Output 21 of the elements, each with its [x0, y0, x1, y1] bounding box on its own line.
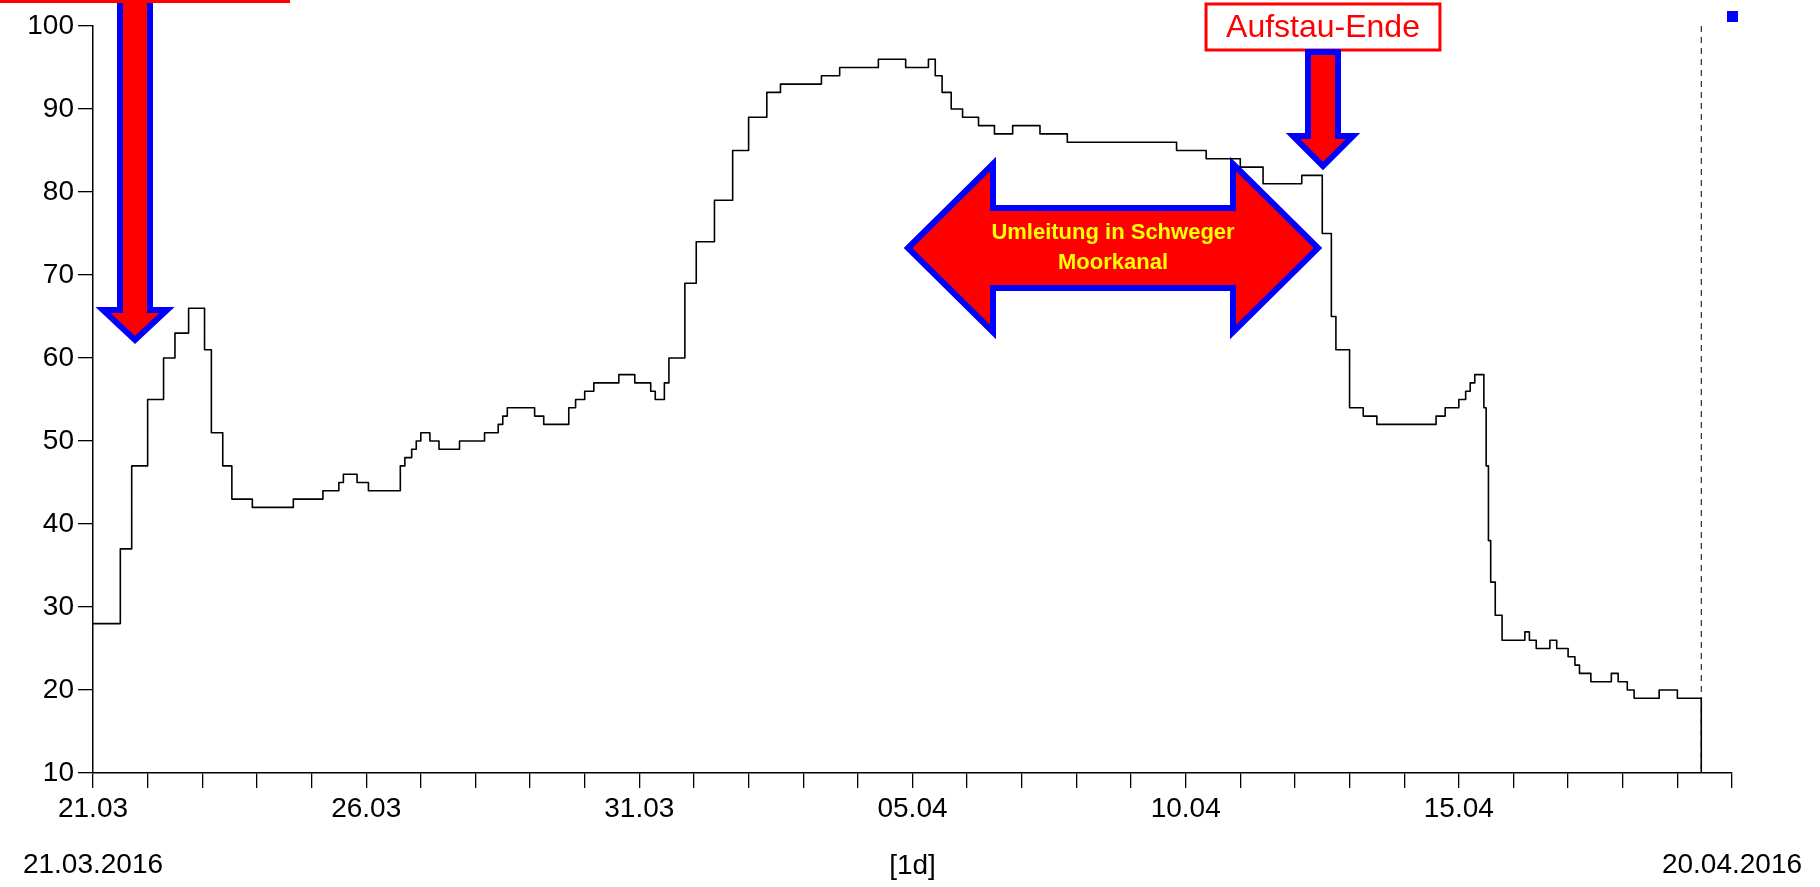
- x-tick-label: 15.04: [1423, 791, 1494, 823]
- annotation: Umleitung in Schweger Moorkanal: [991, 219, 1236, 275]
- text: 20.04.2016: [1661, 847, 1803, 879]
- x-axis-title: [1d]: [889, 848, 936, 880]
- y-tick-label: 30: [42, 589, 74, 621]
- y-tick-label: 60: [42, 340, 74, 372]
- y-tick-label: 100: [27, 8, 74, 40]
- x-tick-label: 05.04: [877, 791, 948, 823]
- y-tick-label: 10: [42, 755, 74, 787]
- x-tick-label: 26.03: [331, 791, 402, 823]
- y-tick-label: 90: [42, 91, 74, 123]
- x-tick-label: 31.03: [604, 791, 675, 823]
- y-tick-label: 70: [42, 257, 74, 289]
- x-tick-label: 21.03: [57, 791, 129, 823]
- annotation: Aufstau-Ende: [1226, 7, 1420, 44]
- x-tick-label: 10.04: [1150, 791, 1221, 823]
- y-tick-label: 20: [42, 672, 74, 704]
- y-tick-label: 40: [42, 506, 74, 538]
- text: 21.03.2016: [22, 847, 164, 879]
- y-tick-label: 50: [42, 423, 74, 455]
- y-tick-label: 80: [42, 174, 74, 206]
